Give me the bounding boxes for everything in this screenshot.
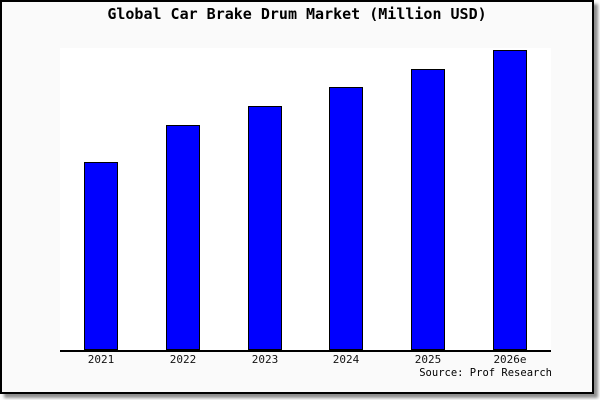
source-credit: Source: Prof Research [419,367,552,379]
bar-2025 [411,69,445,350]
chart-title: Global Car Brake Drum Market (Million US… [107,5,487,23]
bar-2024 [329,87,363,350]
plot-area [60,48,551,352]
x-tick-label-2024: 2024 [332,353,360,366]
x-tick-label-2026e: 2026e [493,353,527,366]
x-axis-ticks: 2021 2022 2023 2024 2025 2026e [60,353,551,369]
x-tick-label-2023: 2023 [251,353,279,366]
bar-2022 [166,125,200,350]
chart-figure: Global Car Brake Drum Market (Million US… [0,0,594,394]
bar-2026e [493,50,527,350]
bar-2021 [84,162,118,350]
x-tick-label-2021: 2021 [87,353,115,366]
bar-2023 [248,106,282,350]
x-tick-label-2025: 2025 [414,353,442,366]
x-tick-label-2022: 2022 [169,353,197,366]
